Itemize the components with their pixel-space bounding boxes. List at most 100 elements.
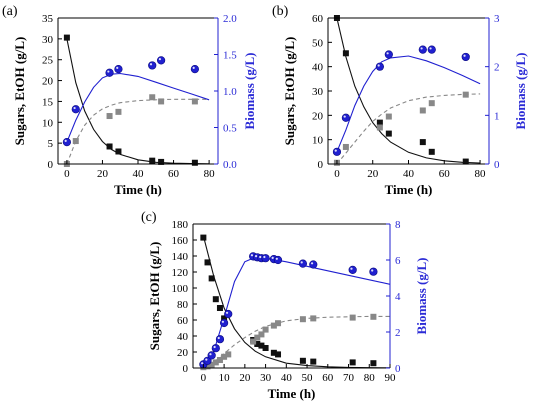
x-tick-label: 40 (281, 372, 293, 384)
y2-tick-label: 0.0 (223, 159, 237, 171)
x-tick-label: 40 (403, 168, 415, 180)
ethanol-point (258, 331, 265, 338)
sugars-point (270, 349, 277, 356)
ethanol-point (250, 338, 257, 345)
biomass-point-highlight (73, 106, 76, 110)
y2-tick-label: 2 (494, 62, 500, 74)
y2-axis-title: Biomass (g/L) (242, 53, 257, 130)
biomass-point-highlight (149, 63, 153, 66)
x-tick-label: 10 (219, 372, 231, 384)
biomass-point-highlight (250, 254, 254, 257)
y-tick-label: 20 (42, 76, 54, 88)
sugars-point (310, 358, 317, 365)
x-axis-title: Time (h) (385, 182, 433, 197)
panel-b: 0 20 40 60 80 0 10 20 30 40 50 60 0 1 2 3 Time (h) Sugars… (272, 4, 528, 197)
y-tick-label: 40 (312, 62, 324, 74)
ethanol-point (204, 363, 211, 370)
y-tick-label: 20 (312, 110, 324, 122)
y-tick-label: 10 (312, 135, 324, 147)
x-tick-label: 0 (201, 372, 207, 384)
biomass-point (369, 267, 378, 276)
y-axis-title: Sugars, EtOH (g/L) (147, 242, 162, 351)
sugars-point (275, 351, 282, 358)
y2-tick-label: 0 (395, 363, 401, 375)
y-tick-label: 80 (177, 299, 189, 311)
biomass-point-highlight (343, 115, 346, 118)
y-tick-label: 40 (177, 331, 189, 343)
x-tick-label: 70 (343, 372, 355, 384)
ethanol-point (428, 100, 435, 107)
ethanol-point (270, 322, 277, 329)
biomass-point (461, 52, 470, 62)
y-tick-label: 0 (183, 363, 189, 375)
y-tick-label: 15 (42, 96, 54, 108)
ethanol-point (225, 351, 232, 358)
ethanol-point (72, 138, 79, 145)
y-tick-label: 60 (177, 315, 189, 327)
biomass-point-highlight (371, 269, 374, 272)
ethanol-point (158, 98, 165, 105)
x-tick-label: 40 (133, 168, 145, 180)
sugars-point (204, 259, 211, 266)
biomass-point-highlight (107, 70, 110, 73)
biomass-point-highlight (217, 336, 220, 340)
biomass-point-highlight (201, 362, 204, 365)
panel-label: (c) (141, 210, 157, 225)
biomass-point (309, 260, 318, 269)
sugars-point (106, 143, 113, 150)
ethanol-point (216, 357, 223, 363)
ethanol-point (349, 314, 356, 321)
sugars-fit-line (336, 17, 481, 164)
sugars-point (342, 50, 349, 57)
ethanol-point (262, 326, 269, 333)
biomass-point-highlight (300, 261, 303, 264)
y-tick-label: 120 (172, 267, 189, 279)
sugars-point (262, 345, 269, 351)
y2-tick-label: 8 (395, 219, 401, 231)
biomass-point-highlight (213, 345, 216, 349)
y2-tick-label: 0 (494, 159, 500, 171)
biomass-point-highlight (377, 64, 380, 67)
biomass-point-highlight (350, 267, 353, 270)
x-axis-title: Time (h) (268, 386, 316, 401)
biomass-point-highlight (205, 358, 208, 361)
x-tick-label: 60 (439, 168, 451, 180)
biomass-point-highlight (225, 311, 229, 314)
ethanol-point (385, 113, 392, 120)
sugars-point (200, 234, 207, 241)
sugars-point (212, 296, 219, 303)
ethanol-point (115, 108, 122, 115)
panel-label: (a) (2, 4, 18, 19)
x-tick-label: 0 (64, 168, 70, 180)
biomass-point-highlight (209, 353, 212, 356)
biomass-point (148, 61, 157, 70)
sugars-point (419, 139, 426, 146)
y2-axis-title: Biomass (g/L) (513, 53, 528, 130)
biomass-point-highlight (221, 320, 225, 323)
biomass-point (332, 147, 342, 156)
biomass-point (207, 351, 216, 360)
panel-a: 0 20 40 60 80 0 5 10 15 20 25 30 35 0.0 0.5 1.0 1.5 2.0 Ti… (2, 4, 257, 197)
y-tick-label: 160 (172, 235, 189, 247)
ethanol-fit-line (203, 315, 390, 369)
y-tick-label: 5 (48, 138, 54, 150)
sugars-point (216, 305, 223, 311)
biomass-point (215, 335, 225, 344)
biomass-point (105, 68, 114, 77)
x-tick-label: 60 (322, 372, 334, 384)
sugars-point (63, 34, 70, 41)
y2-tick-label: 6 (395, 255, 401, 267)
biomass-point (261, 254, 270, 263)
ethanol-point (212, 359, 219, 366)
biomass-point (71, 105, 80, 114)
biomass-point-highlight (263, 255, 266, 259)
biomass-point (348, 265, 357, 275)
x-tick-label: 50 (302, 372, 314, 384)
y-axis-title: Sugars, EtOH (g/L) (12, 37, 27, 146)
biomass-point-highlight (420, 47, 423, 50)
ethanol-point (342, 143, 349, 150)
sugars-fit-line (66, 38, 210, 165)
y2-tick-label: 4 (395, 291, 401, 303)
biomass-point-highlight (259, 255, 262, 259)
sugars-point (376, 119, 383, 126)
